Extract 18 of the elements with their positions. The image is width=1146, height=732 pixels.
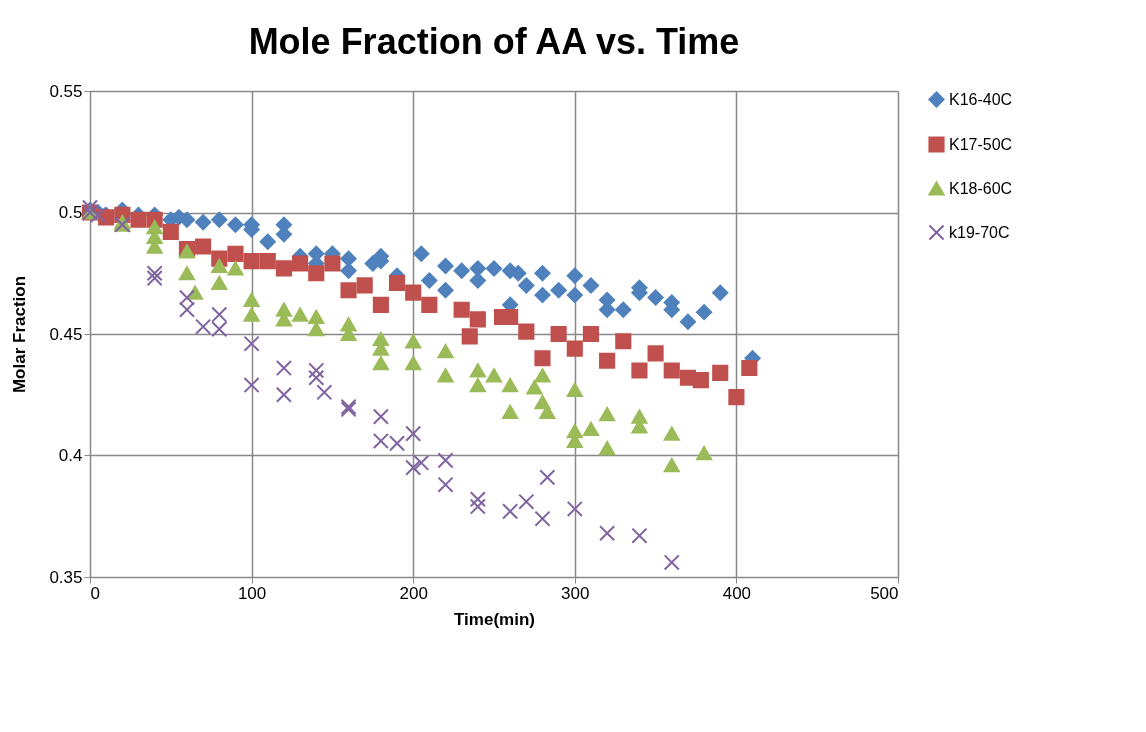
x-tick-label: 300 — [561, 583, 590, 603]
x-tick-label: 500 — [870, 583, 899, 603]
legend-label: K16-40C — [949, 90, 1013, 108]
y-axis-title: Molar Fraction — [10, 275, 30, 394]
legend-label: k19-70C — [949, 223, 1010, 241]
legend-label: K17-50C — [949, 135, 1013, 153]
x-tick-label: 400 — [722, 583, 752, 603]
y-tick-label: 0.5 — [58, 203, 83, 222]
chart-title: Mole Fraction of AA vs. Time — [248, 21, 740, 62]
x-axis-title: Time(min) — [454, 609, 535, 629]
legend-label: K18-60C — [949, 179, 1013, 197]
y-tick-label: 0.55 — [49, 81, 83, 101]
y-tick-label: 0.4 — [58, 446, 83, 465]
x-tick-label: 100 — [237, 583, 267, 603]
x-tick-label: 200 — [399, 583, 428, 603]
y-tick-label: 0.35 — [49, 567, 83, 587]
x-tick-label: 0 — [90, 583, 100, 603]
y-tick-label: 0.45 — [49, 324, 83, 344]
